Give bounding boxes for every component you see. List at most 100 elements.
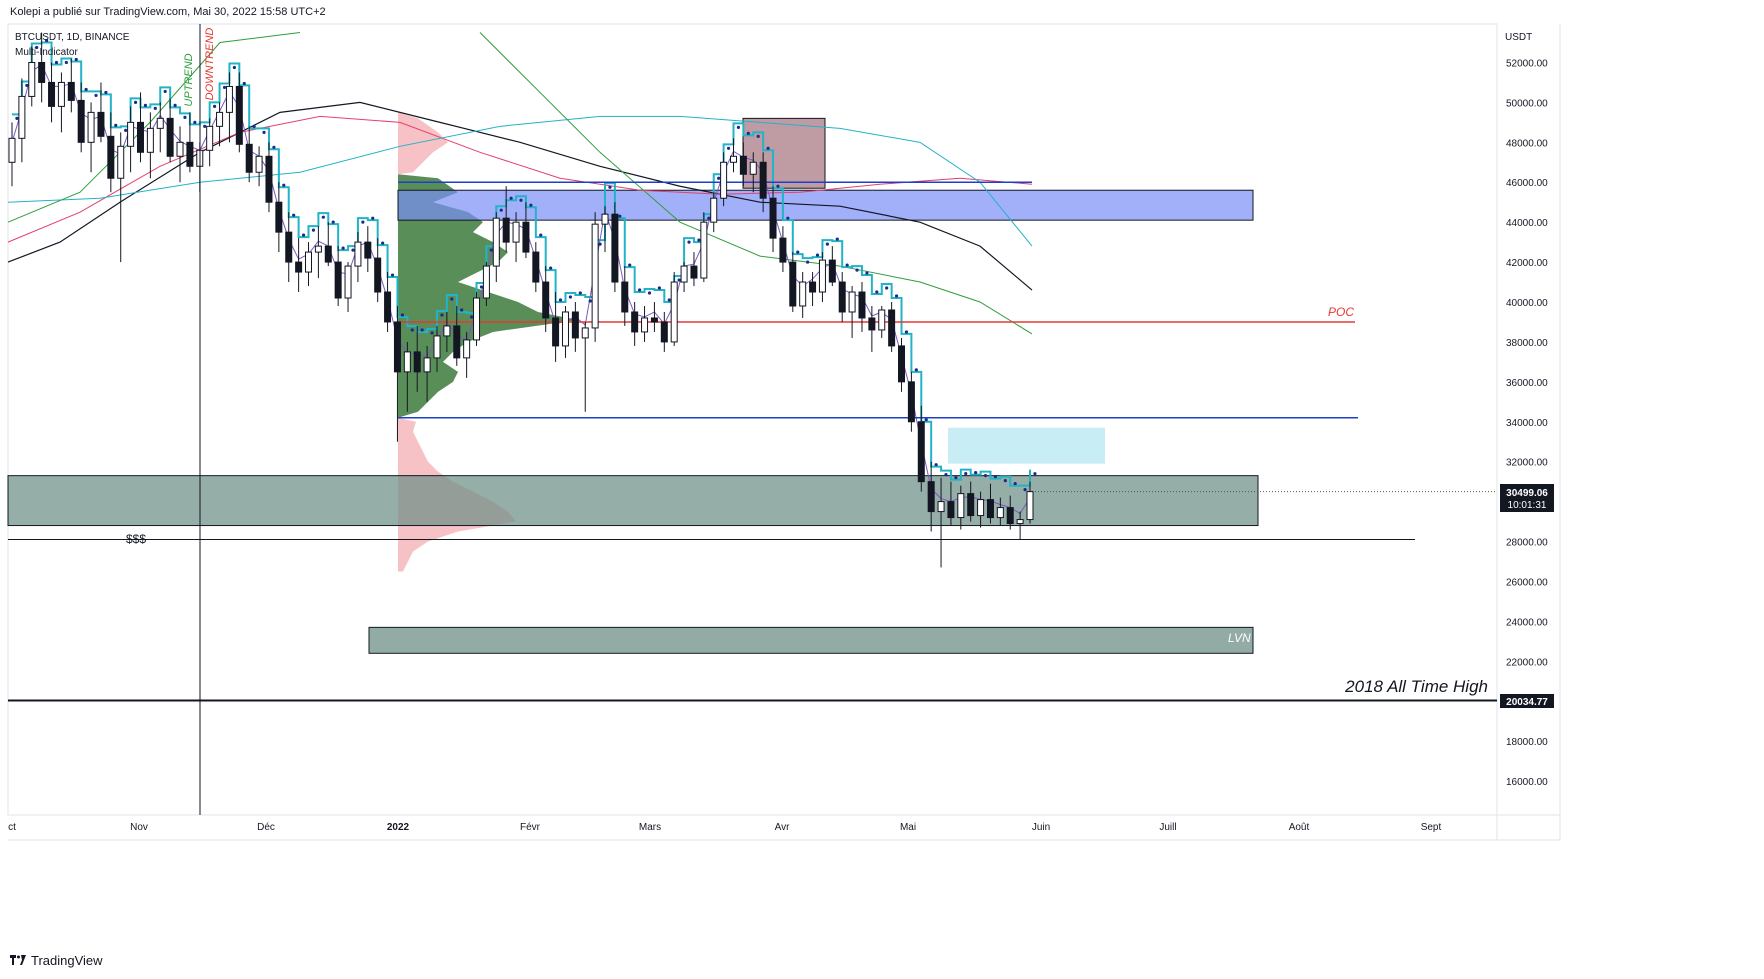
time-tick-label: 2022: [387, 822, 410, 833]
candle-down: [739, 155, 747, 175]
trend-dot: [568, 295, 573, 299]
trend-dot: [361, 220, 365, 224]
time-tick-label: Déc: [257, 822, 275, 833]
trend-dot: [756, 134, 760, 138]
price-tick-label: 26000.00: [1506, 577, 1548, 588]
trend-dot: [420, 328, 424, 332]
candle-up: [473, 297, 481, 341]
price-tick-label: 46000.00: [1506, 178, 1548, 189]
trend-dot: [549, 266, 553, 270]
candle-down: [838, 281, 846, 313]
trend-dot: [94, 93, 98, 98]
price-tick-label: 24000.00: [1506, 617, 1548, 628]
candle-down: [927, 481, 935, 513]
trend-dot: [173, 103, 177, 107]
candle-down: [48, 81, 56, 107]
candle-down: [334, 261, 342, 299]
time-tick-label: Juin: [1032, 822, 1050, 833]
candle-down: [542, 281, 550, 319]
candle-down: [107, 135, 115, 179]
candle-down: [413, 351, 421, 373]
trend-dot: [54, 60, 59, 65]
trend-dot: [74, 57, 78, 62]
trend-dot: [1023, 488, 1027, 492]
candle-up: [28, 61, 36, 97]
trend-dot: [894, 294, 899, 298]
trend-dot: [815, 253, 820, 257]
price-tick-label: 16000.00: [1506, 777, 1548, 788]
poc-label: POC: [1328, 305, 1354, 319]
price-axis-unit: USDT: [1505, 32, 1532, 43]
trend-dot: [697, 238, 701, 242]
trend-dot: [410, 328, 414, 332]
tradingview-brand[interactable]: TradingView: [31, 953, 103, 968]
price-tick-label: 38000.00: [1506, 338, 1548, 349]
candle-down: [275, 201, 283, 233]
time-tick-label: Août: [1289, 822, 1310, 833]
candle-down: [947, 501, 955, 519]
trend-dot: [460, 308, 464, 312]
trend-dot: [964, 472, 968, 476]
trend-dot: [954, 476, 958, 480]
trend-dot: [924, 418, 928, 422]
time-tick-label: Juill: [1159, 822, 1176, 833]
trend-dot: [914, 368, 918, 372]
support-zone-grey: [7, 475, 1259, 527]
candle-up: [680, 265, 688, 283]
candle-down: [166, 117, 174, 157]
candle-up: [57, 81, 65, 107]
trend-dot: [1013, 482, 1017, 486]
price-tick-label: 42000.00: [1506, 258, 1548, 269]
candle-up: [878, 309, 886, 331]
candle-up: [87, 111, 95, 143]
candle-up: [848, 291, 856, 313]
price-tick-label: 52000.00: [1506, 58, 1548, 69]
trend-dot: [381, 241, 385, 245]
trend-dot: [707, 216, 711, 220]
price-tick-label: 22000.00: [1506, 657, 1548, 668]
candle-down: [809, 281, 817, 293]
time-tick-label: Mai: [900, 822, 916, 833]
candle-down: [136, 121, 144, 153]
trend-dot: [114, 123, 118, 127]
trend-dot: [983, 474, 988, 478]
trend-dot: [519, 198, 523, 202]
candle-up: [720, 161, 728, 199]
trend-dot: [539, 233, 543, 237]
trend-dot: [64, 60, 68, 65]
candles-layer: [8, 32, 1034, 568]
trend-dot: [509, 196, 513, 200]
time-tick-label: Avr: [775, 822, 790, 833]
indicator-legend: Multi-Indicator: [15, 47, 78, 58]
trend-dot: [796, 250, 800, 254]
candle-up: [700, 221, 708, 279]
trend-dot: [390, 273, 395, 277]
trend-dot: [885, 286, 889, 290]
candle-down: [295, 261, 303, 273]
candle-down: [828, 259, 836, 283]
publisher-line: Kolepi a publié sur TradingView.com, Mai…: [10, 6, 326, 18]
trend-dot: [262, 130, 266, 134]
candle-up: [354, 241, 362, 267]
trend-dot: [1033, 472, 1037, 476]
trend-dot: [489, 248, 493, 252]
candle-up: [156, 117, 164, 129]
trend-dot: [598, 242, 602, 246]
candle-down: [690, 265, 698, 279]
candle-down: [453, 325, 461, 359]
candle-up: [443, 325, 451, 337]
candle-up: [710, 197, 718, 223]
trend-dot: [292, 213, 296, 217]
trend-dot: [143, 103, 148, 107]
candle-down: [917, 421, 925, 483]
trend-dot: [183, 115, 187, 119]
trend-dot: [499, 208, 503, 212]
zones-layer: [7, 117, 1259, 654]
candle-down: [235, 85, 243, 145]
candle-up: [641, 317, 649, 333]
trend-dot: [628, 263, 632, 267]
candle-down: [186, 141, 194, 167]
candle-up: [512, 221, 520, 243]
trend-dot: [746, 131, 750, 135]
